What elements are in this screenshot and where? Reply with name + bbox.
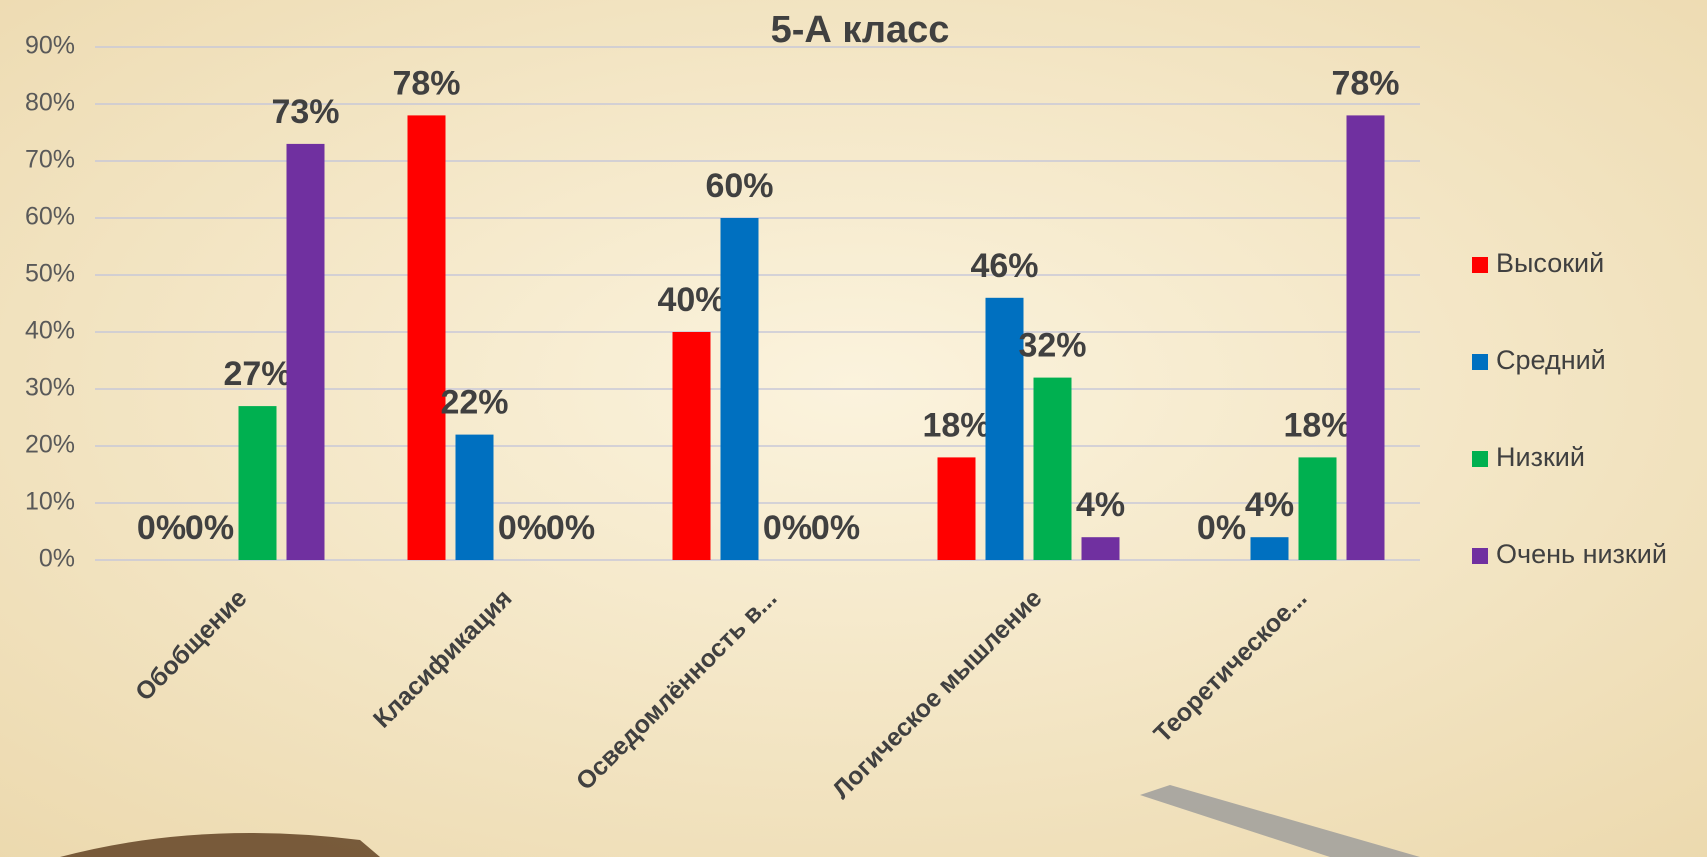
bar <box>720 218 759 560</box>
data-label: 0% <box>763 509 812 547</box>
data-label: 0% <box>1197 509 1246 547</box>
y-tick-label: 30% <box>25 374 75 402</box>
legend-label: Низкий <box>1496 442 1585 472</box>
bar <box>407 115 446 561</box>
data-label: 46% <box>970 247 1038 285</box>
chart-title: 5-А класс <box>771 9 950 51</box>
y-tick-label: 0% <box>39 545 75 573</box>
bar <box>937 457 976 560</box>
data-label: 18% <box>922 406 990 444</box>
bar <box>238 406 277 560</box>
data-label: 73% <box>271 93 339 131</box>
legend-swatch <box>1472 354 1488 370</box>
data-label: 22% <box>440 384 508 422</box>
legend-label: Очень низкий <box>1496 539 1667 569</box>
y-tick-label: 20% <box>25 431 75 459</box>
decoration <box>60 832 380 857</box>
data-label: 4% <box>1245 486 1294 524</box>
y-tick-label: 40% <box>25 317 75 345</box>
legend-swatch <box>1472 257 1488 273</box>
legend-label: Средний <box>1496 345 1606 375</box>
data-label: 60% <box>705 167 773 205</box>
data-label: 0% <box>137 509 186 547</box>
data-label: 78% <box>1331 64 1399 102</box>
data-label: 0% <box>185 509 234 547</box>
y-tick-label: 80% <box>25 89 75 117</box>
data-label: 0% <box>546 509 595 547</box>
bar <box>1250 537 1289 560</box>
y-tick-label: 60% <box>25 203 75 231</box>
legend-swatch <box>1472 451 1488 467</box>
data-label: 27% <box>223 355 291 393</box>
y-tick-label: 70% <box>25 146 75 174</box>
data-label: 40% <box>657 281 725 319</box>
legend-swatch <box>1472 548 1488 564</box>
y-tick-label: 90% <box>25 32 75 60</box>
data-label: 78% <box>392 64 460 102</box>
bar <box>1298 457 1337 560</box>
y-tick-label: 50% <box>25 260 75 288</box>
bar <box>1033 377 1072 560</box>
y-tick-label: 10% <box>25 488 75 516</box>
bar <box>672 332 711 560</box>
bar <box>985 297 1024 560</box>
pen-decoration <box>1140 785 1420 857</box>
data-label: 0% <box>498 509 547 547</box>
bar <box>286 143 325 560</box>
data-label: 4% <box>1076 486 1125 524</box>
data-label: 18% <box>1283 406 1351 444</box>
bar <box>455 434 494 560</box>
bar <box>1346 115 1385 561</box>
bar <box>1081 537 1120 560</box>
data-label: 0% <box>811 509 860 547</box>
data-label: 32% <box>1018 327 1086 365</box>
legend-label: Высокий <box>1496 248 1604 278</box>
